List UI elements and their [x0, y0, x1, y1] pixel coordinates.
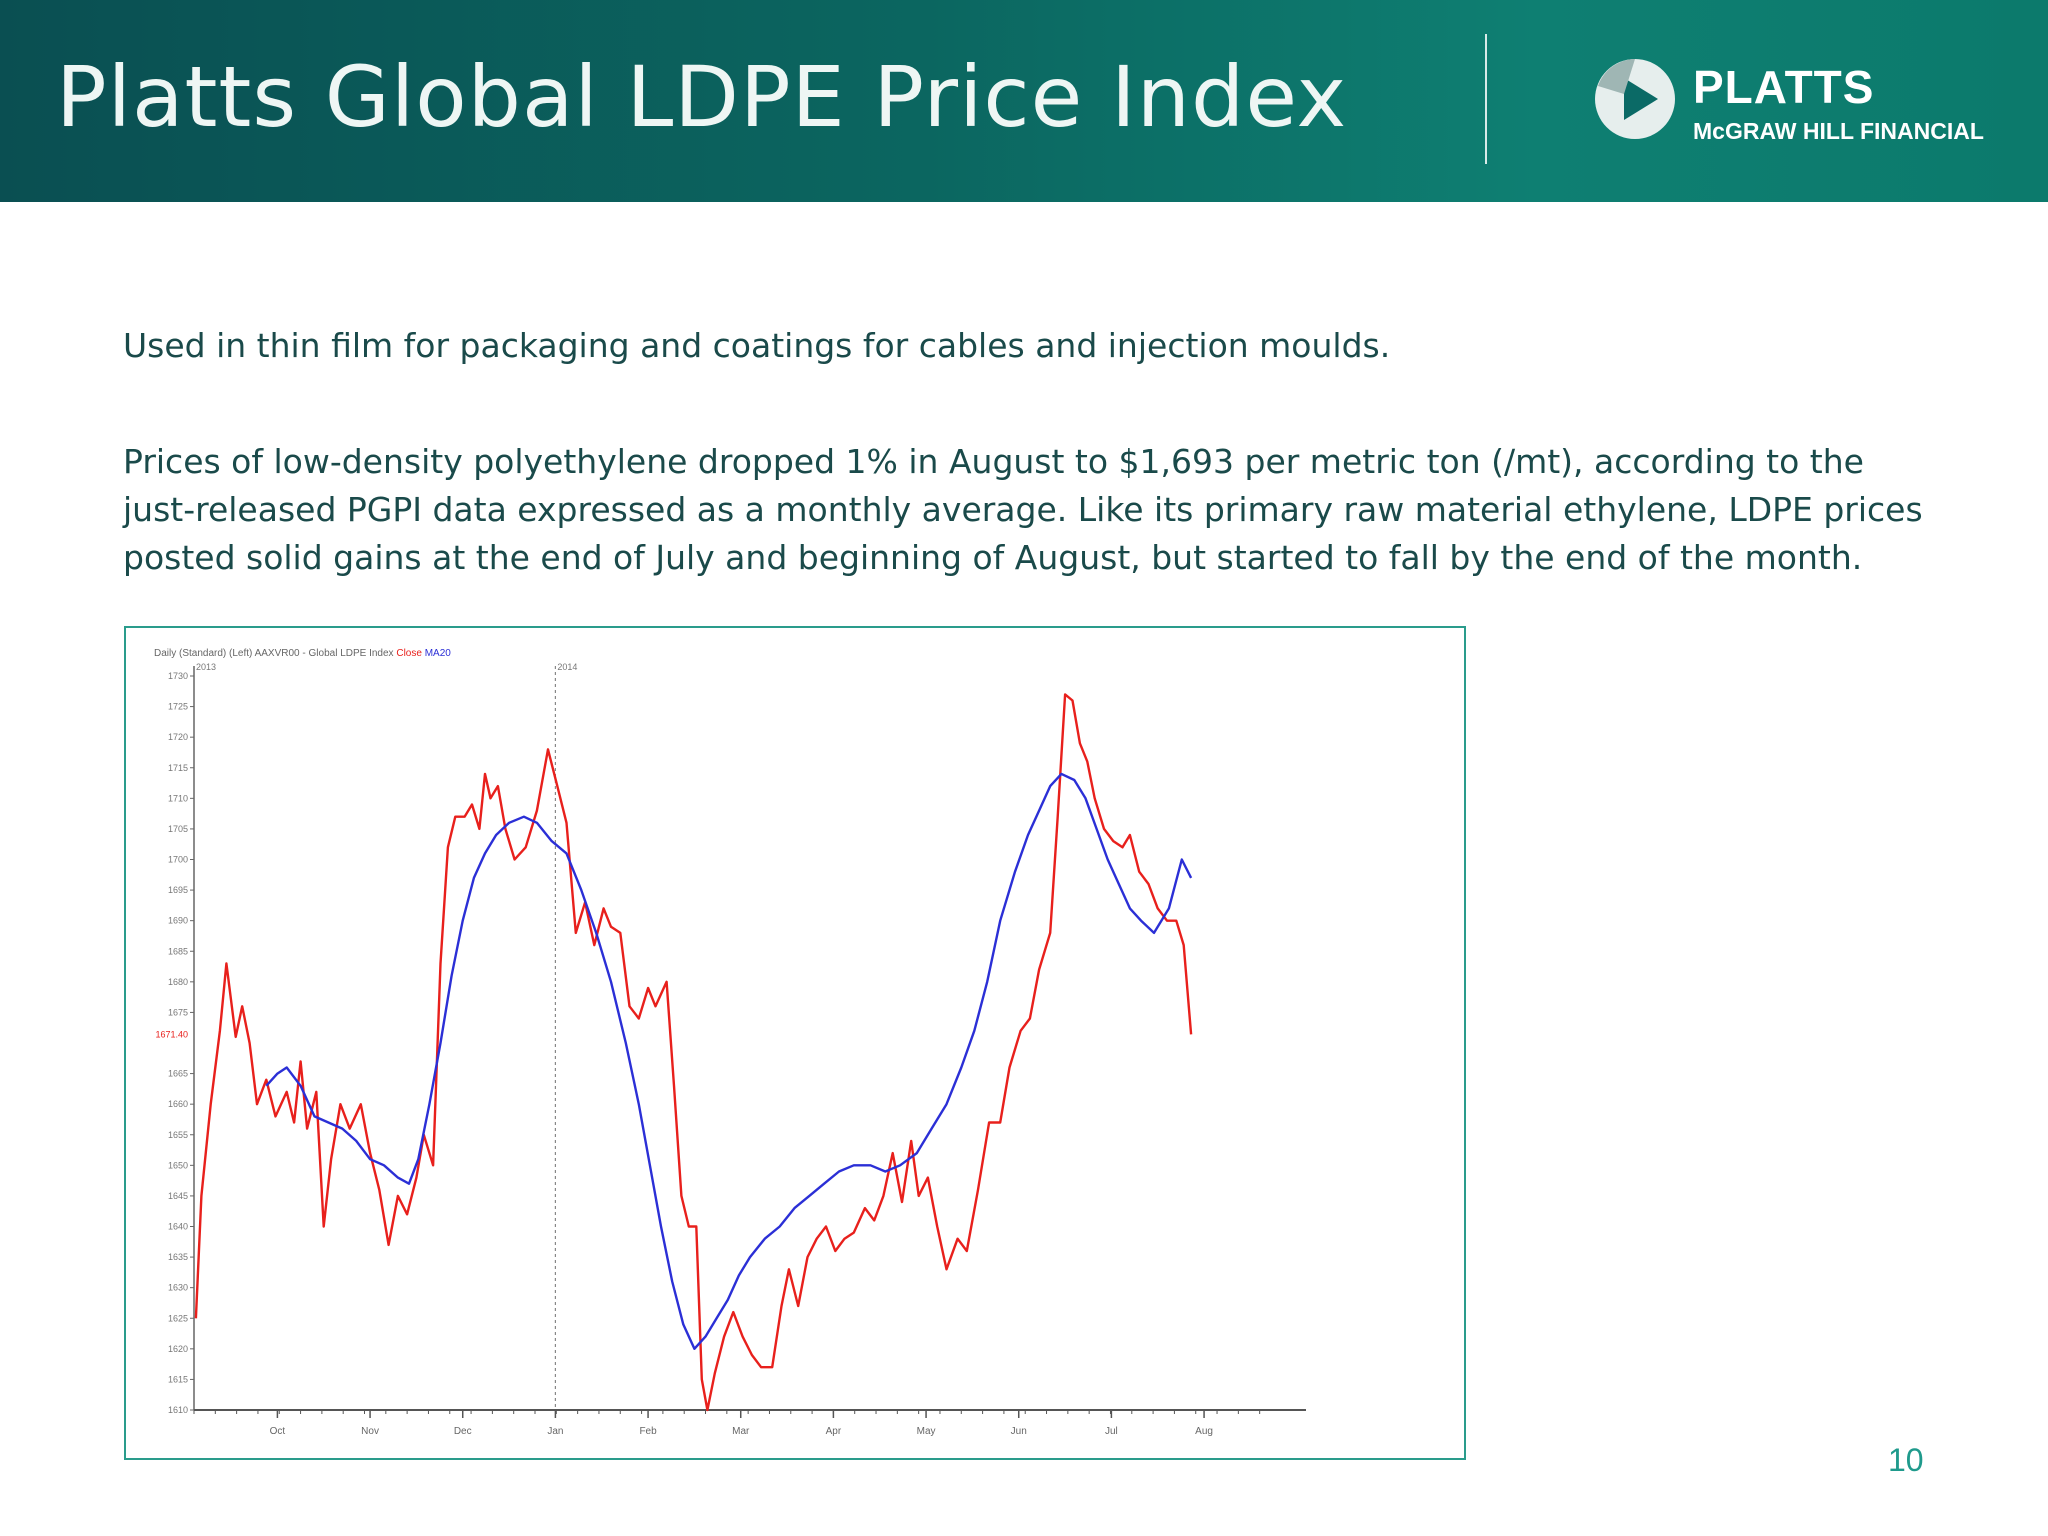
- y-tick-label: 1730: [168, 671, 188, 681]
- series-line-ma20: [265, 772, 1193, 1350]
- year-label: 2014: [557, 662, 577, 672]
- y-tick-label: 1665: [168, 1069, 188, 1079]
- y-tick-label: 1700: [168, 855, 188, 865]
- y-tick-label: 1720: [168, 732, 188, 742]
- y-tick-label: 1630: [168, 1283, 188, 1293]
- legend-series-ma20: MA20: [425, 648, 452, 659]
- platts-logo-icon: [1595, 59, 1675, 139]
- legend-series-close: Close: [396, 648, 424, 659]
- x-tick-label: Mar: [732, 1426, 750, 1437]
- y-tick-label: 1690: [168, 916, 188, 926]
- x-tick-label: Jun: [1011, 1426, 1027, 1437]
- x-tick-label: Oct: [270, 1426, 286, 1437]
- x-tick-label: Jul: [1105, 1426, 1118, 1437]
- summary-paragraph: Prices of low-density polyethylene dropp…: [123, 442, 1923, 577]
- y-tick-label: 1645: [168, 1191, 188, 1201]
- brand-name: PLATTS: [1693, 61, 1875, 113]
- y-tick-label: 1610: [168, 1405, 188, 1415]
- chart-frame: 1610 1615 1620 1625 1630 1635 1640 1645 1650 1655…: [124, 626, 1466, 1460]
- ldpe-price-chart: 1610 1615 1620 1625 1630 1635 1640 1645 1650 1655…: [154, 648, 1306, 1437]
- last-value-label: 1671.40: [155, 1029, 188, 1039]
- y-tick-label: 1625: [168, 1313, 188, 1323]
- y-tick-label: 1640: [168, 1222, 188, 1232]
- x-tick-label: Feb: [639, 1426, 657, 1437]
- y-tick-label: 1655: [168, 1130, 188, 1140]
- y-tick-label: 1715: [168, 763, 188, 773]
- intro-paragraph: Used in thin film for packaging and coat…: [123, 326, 1391, 365]
- x-tick-label: May: [917, 1426, 936, 1437]
- y-tick-label: 1710: [168, 793, 188, 803]
- y-tick-label: 1675: [168, 1007, 188, 1017]
- y-tick-label: 1725: [168, 702, 188, 712]
- page-number: 10: [1888, 1442, 1924, 1478]
- y-tick-label: 1695: [168, 885, 188, 895]
- x-tick-label: Nov: [361, 1426, 379, 1437]
- series-line-close: [194, 693, 1193, 1412]
- y-tick-label: 1680: [168, 977, 188, 987]
- y-tick-label: 1685: [168, 946, 188, 956]
- y-tick-label: 1620: [168, 1344, 188, 1354]
- y-tick-label: 1635: [168, 1252, 188, 1262]
- x-tick-label: Aug: [1195, 1426, 1213, 1437]
- x-tick-label: Jan: [547, 1426, 563, 1437]
- y-tick-label: 1650: [168, 1160, 188, 1170]
- y-tick-label: 1660: [168, 1099, 188, 1109]
- brand-subtitle: McGRAW HILL FINANCIAL: [1693, 118, 1984, 144]
- x-tick-label: Apr: [826, 1426, 842, 1437]
- x-tick-label: Dec: [454, 1426, 472, 1437]
- y-tick-label: 1615: [168, 1374, 188, 1384]
- year-label: 2013: [196, 662, 216, 672]
- header-divider: [1485, 34, 1487, 164]
- page-title: Platts Global LDPE Price Index: [56, 48, 1348, 146]
- legend-text: Daily (Standard) (Left) AAXVR00 - Global…: [154, 648, 451, 659]
- y-tick-label: 1705: [168, 824, 188, 834]
- header-banner: Platts Global LDPE Price Index PLATTS Mc…: [0, 0, 2048, 202]
